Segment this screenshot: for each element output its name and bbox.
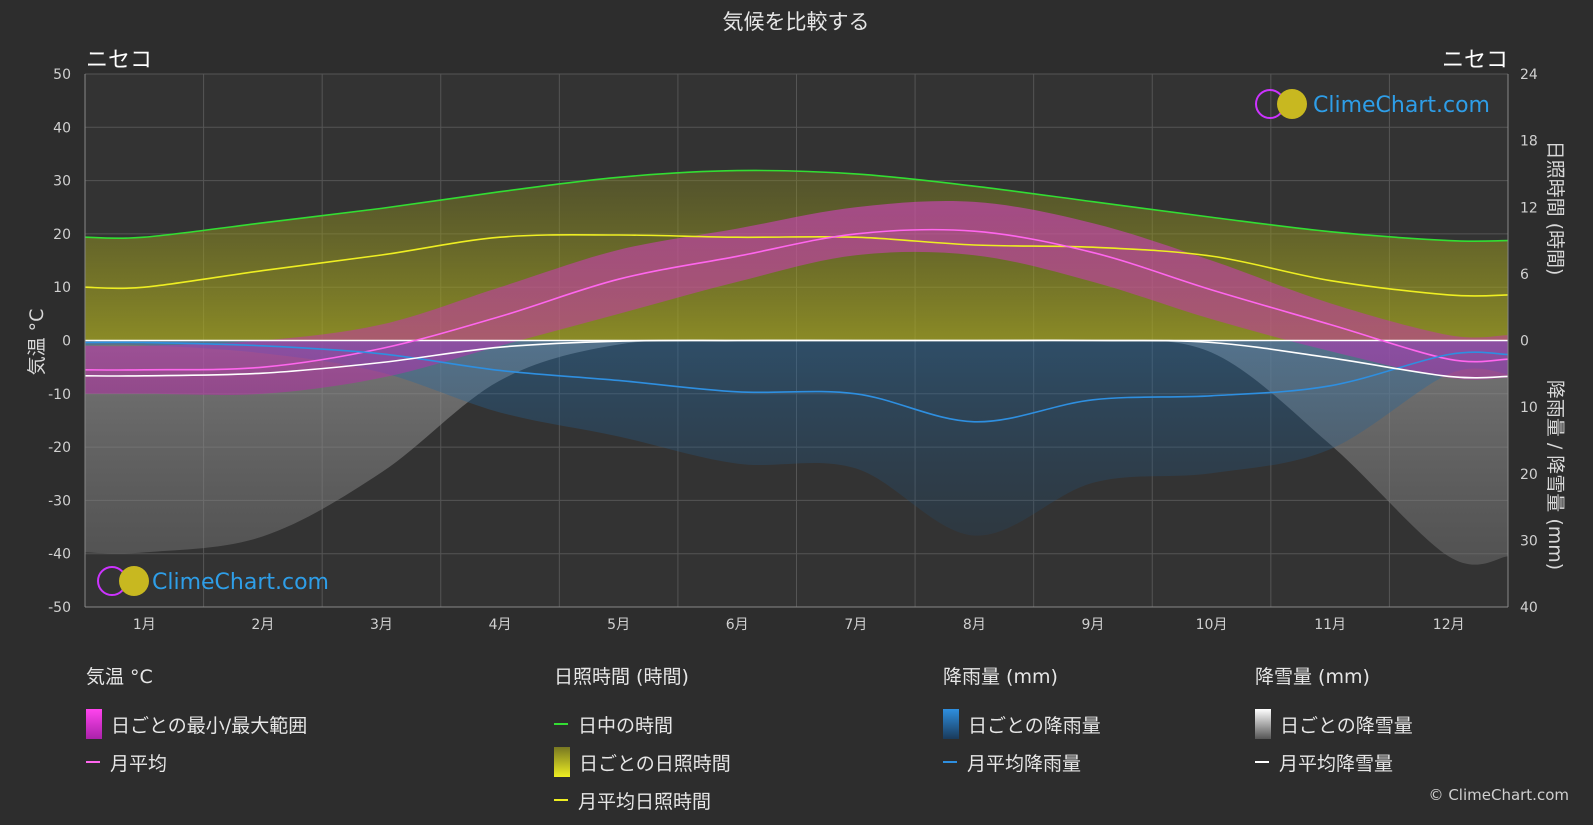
- left-tick-label: 40: [53, 120, 71, 136]
- legend-item: 月平均: [86, 743, 307, 781]
- line-swatch-icon: [86, 761, 100, 763]
- legend-item: 日中の時間: [554, 705, 731, 743]
- left-tick-label: 30: [53, 174, 71, 190]
- data-lines: [84, 169, 1509, 423]
- month-label: 6月: [726, 617, 749, 633]
- left-tick-label: -40: [48, 547, 71, 563]
- legend-snow: 降雪量 (mm) 日ごとの降雪量 月平均降雪量: [1255, 662, 1413, 781]
- right-axis-bottom-label: 降雨量 / 降雪量 (mm): [1544, 380, 1566, 570]
- data-areas: [85, 170, 1508, 565]
- month-label: 5月: [607, 617, 630, 633]
- left-tick-label: -10: [48, 387, 71, 403]
- legend-temperature: 気温 °C 日ごとの最小/最大範囲 月平均: [86, 662, 307, 781]
- logo-text-top: ClimeChart.com: [1313, 93, 1490, 118]
- location-left: ニセコ: [86, 48, 152, 73]
- range-swatch-icon: [86, 709, 102, 739]
- box-swatch-icon: [554, 747, 570, 777]
- legend-label: 日ごとの最小/最大範囲: [111, 714, 308, 737]
- month-label: 1月: [133, 617, 156, 633]
- legend-item: 日ごとの降雨量: [943, 705, 1101, 743]
- month-label: 11月: [1314, 617, 1346, 633]
- box-swatch-icon: [943, 709, 959, 739]
- temp-range-area: [85, 201, 1508, 395]
- left-tick-label: 50: [53, 67, 71, 83]
- left-tick-label: 20: [53, 227, 71, 243]
- legend-sunshine: 日照時間 (時間) 日中の時間 日ごとの日照時間 月平均日照時間: [554, 662, 731, 819]
- copyright: © ClimeChart.com: [1428, 786, 1569, 804]
- left-tick-label: -20: [48, 440, 71, 456]
- legend-item: 日ごとの降雪量: [1255, 705, 1413, 743]
- legend-title: 降雪量 (mm): [1255, 666, 1370, 688]
- legend-label: 月平均日照時間: [578, 790, 712, 813]
- right-top-tick-label: 18: [1520, 134, 1538, 150]
- legend-label: 月平均: [110, 752, 168, 775]
- legend-title: 降雨量 (mm): [943, 666, 1058, 688]
- legend-label: 月平均降雨量: [967, 752, 1082, 775]
- right-bottom-tick-label: 20: [1520, 467, 1538, 483]
- right-bottom-tick-label: 30: [1520, 533, 1538, 549]
- logo-text-bottom: ClimeChart.com: [152, 570, 329, 595]
- legend-item: 日ごとの日照時間: [554, 743, 731, 781]
- right-top-tick-label: 12: [1520, 200, 1538, 216]
- month-label: 3月: [370, 617, 393, 633]
- legend-rain: 降雨量 (mm) 日ごとの降雨量 月平均降雨量: [943, 662, 1101, 781]
- month-label: 2月: [251, 617, 274, 633]
- legend-item: 月平均降雪量: [1255, 743, 1413, 781]
- line-swatch-icon: [554, 799, 568, 801]
- daily-rain-area: [85, 340, 1508, 536]
- month-label: 12月: [1433, 617, 1465, 633]
- left-tick-label: 10: [53, 280, 71, 296]
- right-top-tick-label: 24: [1520, 67, 1538, 83]
- legend-label: 月平均降雪量: [1279, 752, 1394, 775]
- right-top-tick-label: 6: [1520, 267, 1529, 283]
- logo-bottom: ClimeChart.com: [97, 566, 329, 596]
- series-line-33dd33: [84, 169, 1509, 243]
- climate-chart: 気候を比較する ニセコ ニセコ 50 40 30 20 10 0 -10 -20 -30 -40 -…: [26, 10, 1566, 633]
- month-label: 10月: [1196, 617, 1228, 633]
- left-tick-label: -50: [48, 600, 71, 616]
- line-swatch-icon: [554, 723, 568, 725]
- legend-label: 日ごとの日照時間: [579, 752, 731, 775]
- left-axis-label: 気温 °C: [26, 309, 48, 376]
- chart-title: 気候を比較する: [723, 10, 870, 34]
- location-right: ニセコ: [1442, 48, 1508, 73]
- right-top-tick-label: 0: [1520, 334, 1529, 350]
- month-label: 9月: [1081, 617, 1104, 633]
- logo-sun-icon: [119, 566, 149, 596]
- legend-label: 日ごとの降雪量: [1280, 714, 1413, 737]
- legend-item: 月平均降雨量: [943, 743, 1101, 781]
- series-line-ff66ee: [84, 228, 1509, 371]
- month-label: 4月: [489, 617, 512, 633]
- logo-top: ClimeChart.com: [1255, 89, 1490, 119]
- daily-snow-area: [85, 339, 1508, 565]
- right-bottom-tick-label: 40: [1520, 600, 1538, 616]
- axes: 50 40 30 20 10 0 -10 -20 -30 -40 -50 24 18 12 6 0 10 20 30…: [48, 67, 1538, 633]
- line-swatch-icon: [1255, 761, 1269, 763]
- month-label: 8月: [963, 617, 986, 633]
- box-swatch-icon: [1255, 709, 1271, 739]
- legend-item: 日ごとの最小/最大範囲: [86, 705, 307, 743]
- series-line-2e8fe0: [84, 341, 1509, 423]
- right-axis-top-label: 日照時間 (時間): [1544, 141, 1566, 276]
- legend-label: 日中の時間: [578, 714, 674, 737]
- series-line-ffffff: [84, 339, 1509, 379]
- legend-title: 日照時間 (時間): [554, 666, 689, 688]
- right-bottom-tick-label: 10: [1520, 400, 1538, 416]
- legend-title: 気温 °C: [86, 666, 153, 688]
- series-line-eeee22: [84, 234, 1509, 297]
- left-tick-label: -30: [48, 493, 71, 509]
- logo-sun-icon: [1277, 89, 1307, 119]
- legend-label: 日ごとの降雨量: [968, 714, 1101, 737]
- legend-item: 月平均日照時間: [554, 781, 731, 819]
- line-swatch-icon: [943, 761, 957, 763]
- month-label: 7月: [844, 617, 867, 633]
- left-tick-label: 0: [62, 334, 71, 350]
